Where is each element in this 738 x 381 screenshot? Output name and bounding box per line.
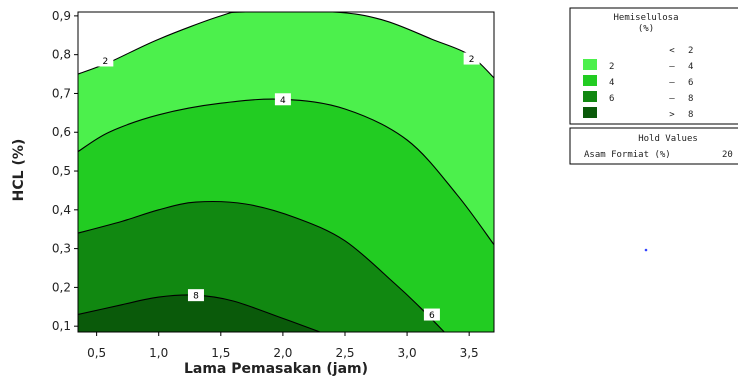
contour-labels: 2 2 4 6 8 bbox=[97, 52, 480, 321]
y-tick-label: 0,8 bbox=[52, 48, 71, 62]
contour-label: 4 bbox=[274, 93, 291, 106]
legend-sep: > bbox=[669, 110, 675, 120]
x-tick-label: 3,0 bbox=[398, 346, 417, 360]
y-tick-label: 0,2 bbox=[52, 280, 71, 294]
contour-label-text: 2 bbox=[469, 55, 475, 65]
hold-label: Asam Formiat (%) bbox=[584, 150, 671, 160]
x-tick-label: 3,5 bbox=[460, 346, 479, 360]
contour-label: 6 bbox=[423, 308, 440, 321]
contour-line-2 bbox=[78, 12, 494, 79]
contour-label-text: 8 bbox=[193, 292, 199, 302]
hold-value: 20 bbox=[722, 150, 733, 160]
legend-item: <2 bbox=[669, 46, 693, 56]
legend-low: 6 bbox=[609, 94, 614, 104]
legend-low: 2 bbox=[609, 62, 614, 72]
x-tick-label: 2,5 bbox=[335, 346, 354, 360]
contour-label: 2 bbox=[463, 52, 480, 65]
legend-item: 6 – 8 bbox=[583, 91, 693, 104]
contour-label: 2 bbox=[97, 54, 114, 67]
legend-sep: < bbox=[669, 46, 675, 56]
stray-dot bbox=[644, 248, 648, 252]
x-tick-label: 1,5 bbox=[211, 346, 230, 360]
y-tick-label: 0,3 bbox=[52, 242, 71, 256]
hold-values-box: Hold Values Asam Formiat (%) 20 bbox=[569, 127, 738, 165]
legend-high: 4 bbox=[688, 62, 693, 72]
y-tick-label: 0,1 bbox=[52, 319, 71, 333]
legend-swatch bbox=[583, 91, 597, 102]
contour-label-box bbox=[274, 93, 291, 106]
contour-label-text: 4 bbox=[280, 96, 286, 106]
contour-label-text: 2 bbox=[102, 57, 108, 67]
x-tick-label: 2,0 bbox=[273, 346, 292, 360]
contour-label-box bbox=[463, 52, 480, 65]
legend-sep: – bbox=[669, 62, 675, 72]
legend-high: 2 bbox=[688, 46, 693, 56]
x-tick-label: 0,5 bbox=[87, 346, 106, 360]
x-axis-title: Lama Pemasakan (jam) bbox=[184, 361, 368, 377]
contour-label-text: 6 bbox=[429, 311, 435, 321]
legend-high: 6 bbox=[688, 78, 693, 88]
legend: Hemiselulosa(%)< 22–44–66–8> 8 bbox=[569, 7, 738, 125]
contour-line-6 bbox=[78, 201, 445, 332]
hold-box bbox=[569, 127, 738, 165]
legend-low: 4 bbox=[609, 78, 614, 88]
axes: 0,5 1,0 1,5 2,0 2,5 3,0 3,5 0,1 0,2 0,3 0,4 0,5 0,6 0… bbox=[11, 9, 495, 377]
contour-label-box bbox=[187, 289, 204, 302]
plot-frame bbox=[77, 11, 495, 333]
region-above-8 bbox=[78, 294, 321, 332]
contour-label-box bbox=[97, 54, 114, 67]
legend-box bbox=[569, 7, 738, 125]
legend-swatch bbox=[583, 107, 597, 118]
y-tick-label: 0,7 bbox=[52, 86, 71, 100]
legend-swatch bbox=[583, 75, 597, 86]
y-axis-title: HCL (%) bbox=[11, 139, 27, 202]
contour-label-box bbox=[423, 308, 440, 321]
y-tick-label: 0,5 bbox=[52, 164, 71, 178]
y-tick-label: 0,9 bbox=[52, 9, 71, 23]
legend-high: 8 bbox=[688, 94, 693, 104]
legend-item: 4 – 6 bbox=[583, 75, 693, 88]
legend-title: Hemiselulosa bbox=[613, 13, 678, 23]
legend-item: 2 – 4 bbox=[583, 59, 693, 72]
legend-sep: – bbox=[669, 94, 675, 104]
x-tick-label: 1,0 bbox=[149, 346, 168, 360]
legend-swatch bbox=[583, 59, 597, 70]
legend-sep: – bbox=[669, 78, 675, 88]
hold-title: Hold Values bbox=[638, 134, 698, 144]
legend-high: 8 bbox=[688, 110, 693, 120]
contour-regions bbox=[78, 12, 494, 332]
y-tick-label: 0,4 bbox=[52, 203, 71, 217]
legend-item: >8 bbox=[583, 107, 693, 120]
y-tick-label: 0,6 bbox=[52, 125, 71, 139]
legend-title-unit: (%) bbox=[638, 24, 654, 34]
contour-label: 8 bbox=[187, 289, 204, 302]
